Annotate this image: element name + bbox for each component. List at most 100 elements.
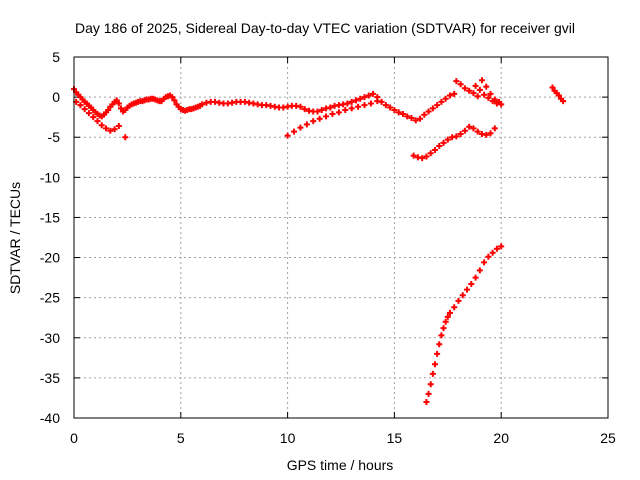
data-point: [481, 259, 488, 266]
data-point: [476, 267, 483, 274]
y-tick-label: -15: [40, 209, 60, 225]
data-point: [549, 84, 556, 91]
y-tick-label: 5: [52, 49, 60, 65]
data-point: [423, 398, 430, 405]
data-point: [391, 106, 398, 113]
data-point: [453, 133, 460, 140]
x-tick-label: 0: [70, 430, 78, 446]
data-point: [335, 109, 342, 116]
data-point: [442, 318, 449, 325]
data-point: [489, 249, 496, 256]
data-point: [476, 86, 483, 93]
data-point: [395, 109, 402, 116]
data-series-6: [423, 243, 505, 405]
data-point: [436, 143, 443, 150]
data-point: [103, 125, 110, 132]
y-tick-label: -40: [40, 410, 60, 426]
data-point: [387, 104, 394, 111]
y-tick-label: -20: [40, 250, 60, 266]
data-point: [555, 92, 562, 99]
data-point: [199, 101, 206, 108]
data-point: [472, 82, 479, 89]
data-point: [314, 108, 321, 115]
data-point: [487, 130, 494, 137]
data-point: [431, 361, 438, 368]
data-point: [440, 325, 447, 332]
data-point: [122, 134, 129, 141]
data-point: [404, 113, 411, 120]
data-point: [352, 97, 359, 104]
data-point: [113, 97, 120, 104]
data-point: [468, 281, 475, 288]
data-point: [357, 95, 364, 102]
data-series-4: [284, 98, 381, 139]
data-series-2: [73, 98, 122, 134]
data-point: [297, 124, 304, 131]
x-tick-label: 25: [600, 430, 616, 446]
data-point: [483, 83, 490, 90]
data-point: [442, 95, 449, 102]
y-tick-label: -5: [48, 129, 61, 145]
data-point: [455, 297, 462, 304]
y-axis-label: SDTVAR / TECUs: [7, 182, 23, 294]
data-point: [412, 117, 419, 124]
data-point: [474, 128, 481, 135]
y-tick-label: -30: [40, 330, 60, 346]
data-point: [431, 147, 438, 154]
data-point: [459, 292, 466, 299]
data-point: [399, 110, 406, 117]
data-points: [71, 77, 567, 405]
data-point: [483, 131, 490, 138]
data-point: [493, 100, 500, 107]
data-point: [457, 81, 464, 88]
data-point: [382, 102, 389, 109]
data-point: [453, 78, 460, 85]
data-point: [470, 90, 477, 97]
data-point: [421, 111, 428, 118]
data-point: [478, 77, 485, 84]
data-series-5: [410, 123, 498, 162]
data-point: [301, 106, 308, 113]
x-tick-label: 10: [280, 430, 296, 446]
data-point: [98, 122, 105, 129]
x-tick-label: 15: [387, 430, 403, 446]
data-point: [94, 118, 101, 125]
data-point: [297, 103, 304, 110]
axis-ticks: [73, 56, 609, 419]
data-point: [417, 115, 424, 122]
data-point: [348, 98, 355, 105]
data-point: [446, 92, 453, 99]
data-point: [90, 114, 97, 121]
data-point: [310, 118, 317, 125]
data-point: [457, 131, 464, 138]
y-tick-label: -35: [40, 370, 60, 386]
data-point: [410, 152, 417, 159]
data-point: [318, 106, 325, 113]
data-point: [355, 103, 362, 110]
y-tick-label: 0: [52, 89, 60, 105]
data-point: [444, 136, 451, 143]
data-point: [171, 97, 178, 104]
data-point: [327, 104, 334, 111]
data-point: [367, 100, 374, 107]
data-point: [342, 106, 349, 113]
data-point: [284, 132, 291, 139]
data-point: [481, 91, 488, 98]
data-point: [105, 106, 112, 113]
data-point: [438, 332, 445, 339]
data-point: [427, 150, 434, 157]
data-point: [419, 155, 426, 162]
data-point: [361, 102, 368, 109]
data-point: [461, 85, 468, 92]
x-axis-label: GPS time / hours: [287, 457, 394, 473]
data-series-3: [122, 134, 129, 141]
data-point: [487, 90, 494, 97]
data-point: [169, 94, 176, 101]
plot-frame: [73, 56, 609, 419]
data-point: [472, 274, 479, 281]
data-point: [117, 105, 124, 112]
y-tick-labels: 5 0 -5 -10 -15 -20 -25 -30 -35 -40: [40, 49, 60, 426]
data-series-8: [472, 82, 500, 107]
data-point: [434, 350, 441, 357]
data-point: [436, 341, 443, 348]
